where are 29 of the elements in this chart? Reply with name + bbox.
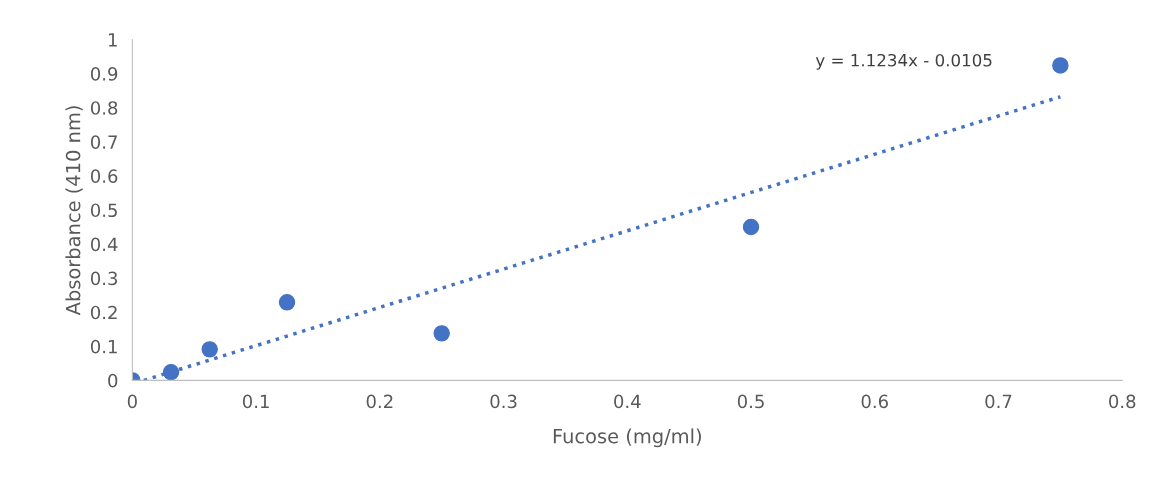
y-tick-label: 0.7 — [90, 135, 117, 149]
point — [742, 218, 760, 236]
y-tick-label: 0.8 — [90, 101, 118, 115]
y-tick-label: 0.9 — [90, 67, 118, 81]
point — [433, 325, 450, 342]
x-tick-label: 0.8 — [1109, 394, 1136, 409]
x-tick-label: 0.5 — [737, 394, 764, 409]
y-axis-title: Absorbance (410 nm) — [65, 106, 83, 316]
point — [201, 341, 218, 358]
point — [278, 294, 296, 311]
x-axis-title: Fucose (mg/ml) — [553, 428, 701, 448]
point — [1052, 57, 1069, 74]
y-tick-label: 0.3 — [90, 271, 118, 286]
y-tick-label: 0.2 — [90, 305, 117, 320]
y-tick-label: 0.1 — [90, 339, 117, 354]
x-tick-label: 0 — [127, 394, 137, 409]
x-tick-label: 0.1 — [242, 394, 269, 409]
x-tick-label: 0.2 — [366, 394, 393, 409]
x-tick-label: 0.7 — [985, 394, 1012, 409]
y-tick-label: 1 — [108, 33, 117, 47]
x-tick-label: 0.3 — [490, 394, 517, 409]
annotation: y = 1.1234x - 0.0105 — [815, 53, 992, 70]
x-tick-label: 0.4 — [614, 394, 641, 409]
y-tick-label: 0.4 — [90, 237, 118, 252]
y-tick-label: 0.5 — [90, 203, 117, 218]
y-tick-label: 0.6 — [90, 169, 118, 183]
y-tick-label: 0 — [108, 373, 118, 388]
x-tick-label: 0.6 — [861, 394, 888, 409]
point — [162, 363, 180, 381]
